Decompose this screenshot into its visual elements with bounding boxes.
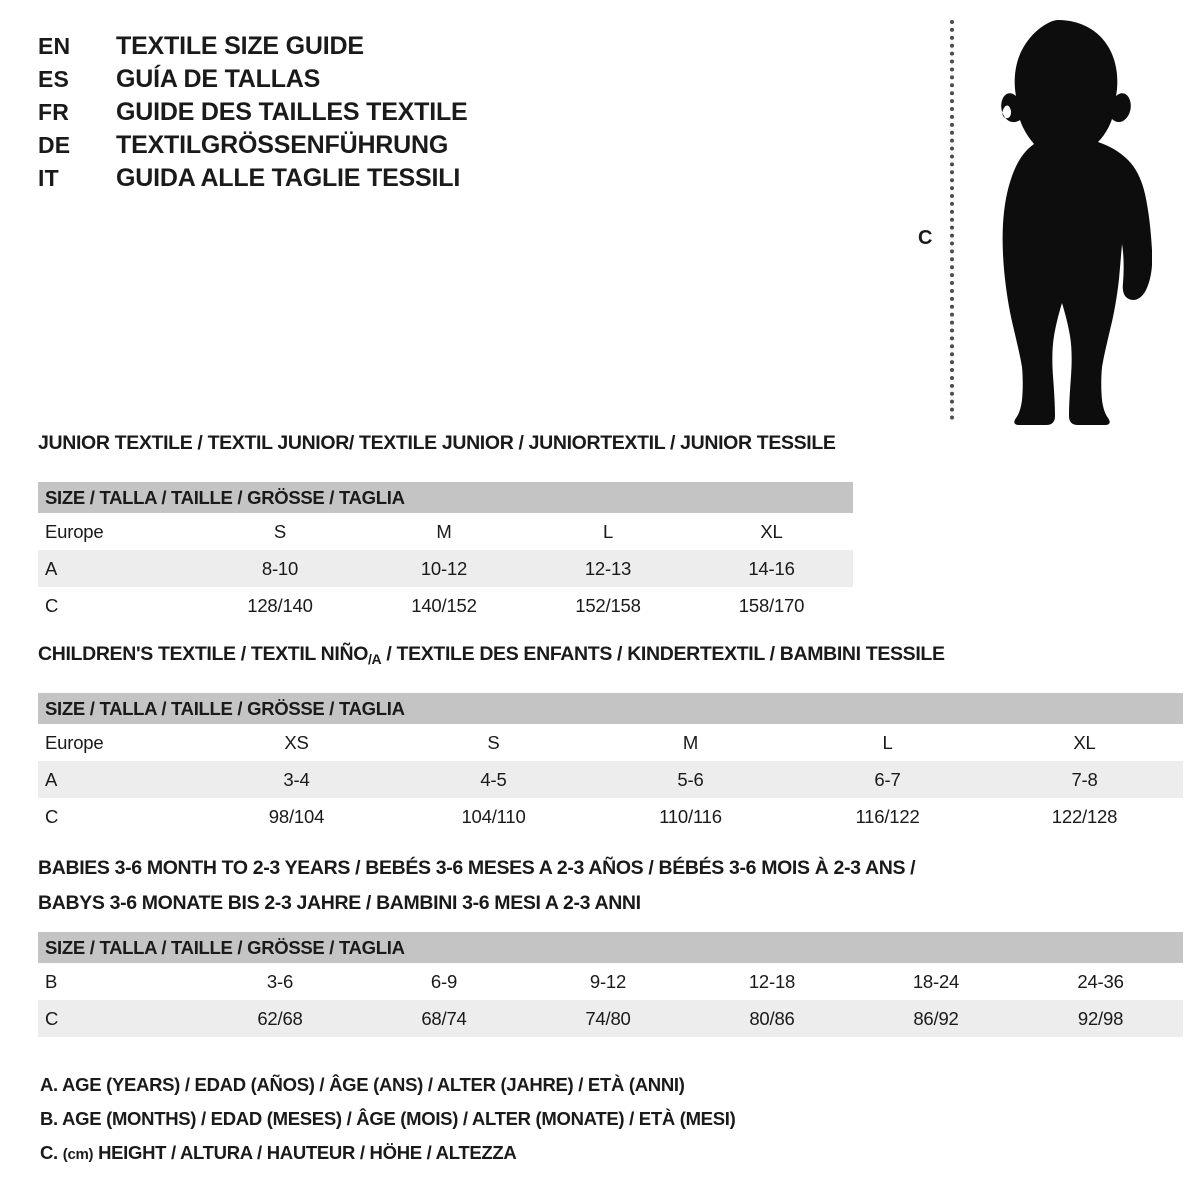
section-heading-babies-line1: BABIES 3-6 MONTH TO 2-3 YEARS / BEBÉS 3-… — [38, 857, 916, 879]
footnote-c-pre: C. — [40, 1142, 63, 1163]
language-code-en: EN — [38, 33, 71, 59]
table-row: A 8-10 10-12 12-13 14-16 — [38, 550, 854, 587]
cell-age: 8-10 — [198, 550, 362, 587]
cell-age-months: 24-36 — [1018, 963, 1184, 1000]
cell-size: L — [789, 724, 986, 761]
cell-size: L — [526, 513, 690, 550]
cell-size: M — [362, 513, 526, 550]
language-title-list: EN TEXTILE SIZE GUIDE ES GUÍA DE TALLAS … — [38, 32, 598, 197]
cell-height: 158/170 — [690, 587, 854, 624]
cell-age: 6-7 — [789, 761, 986, 798]
cell-age: 14-16 — [690, 550, 854, 587]
size-band-label-children: SIZE / TALLA / TAILLE / GRÖSSE / TAGLIA — [38, 693, 1184, 724]
table-row: B 3-6 6-9 9-12 12-18 18-24 24-36 — [38, 963, 1184, 1000]
section-heading-children-sub: /A — [368, 651, 382, 667]
cell-size: XL — [986, 724, 1184, 761]
table-row: C 62/68 68/74 74/80 80/86 86/92 92/98 — [38, 1000, 1184, 1037]
language-title-de: TEXTILGRÖSSENFÜHRUNG — [116, 131, 449, 159]
language-title-en: TEXTILE SIZE GUIDE — [116, 32, 364, 60]
size-table-children: SIZE / TALLA / TAILLE / GRÖSSE / TAGLIA … — [38, 693, 1184, 835]
cell-height: 68/74 — [362, 1000, 526, 1037]
cell-height: 80/86 — [690, 1000, 854, 1037]
language-code-es: ES — [38, 66, 70, 92]
section-heading-children: CHILDREN'S TEXTILE / TEXTIL NIÑO/A / TEX… — [38, 643, 945, 667]
table-band-row-children: SIZE / TALLA / TAILLE / GRÖSSE / TAGLIA — [38, 693, 1184, 724]
size-band-label-babies: SIZE / TALLA / TAILLE / GRÖSSE / TAGLIA — [38, 932, 1184, 963]
footnote-b: B. AGE (MONTHS) / EDAD (MESES) / ÂGE (MO… — [40, 1108, 736, 1129]
row-label-c: C — [38, 587, 198, 624]
cell-size: XL — [690, 513, 854, 550]
cell-height: 128/140 — [198, 587, 362, 624]
row-label-a: A — [38, 550, 198, 587]
size-table-babies: SIZE / TALLA / TAILLE / GRÖSSE / TAGLIA … — [38, 932, 1184, 1037]
row-label-c: C — [38, 798, 198, 835]
cell-age-months: 3-6 — [198, 963, 362, 1000]
table-row: C 128/140 140/152 152/158 158/170 — [38, 587, 854, 624]
cell-height: 74/80 — [526, 1000, 690, 1037]
section-heading-junior: JUNIOR TEXTILE / TEXTIL JUNIOR/ TEXTILE … — [38, 432, 836, 454]
footnote-c: C. (cm) HEIGHT / ALTURA / HAUTEUR / HÖHE… — [40, 1136, 860, 1170]
language-title-es: GUÍA DE TALLAS — [116, 65, 321, 93]
language-code-de: DE — [38, 132, 71, 158]
height-measure-label: C — [918, 227, 933, 249]
language-row-fr: FR GUIDE DES TAILLES TEXTILE — [38, 98, 598, 131]
language-row-de: DE TEXTILGRÖSSENFÜHRUNG — [38, 131, 598, 164]
cell-age: 5-6 — [592, 761, 789, 798]
cell-height: 98/104 — [198, 798, 395, 835]
footnote-c-unit: (cm) — [62, 1146, 94, 1163]
language-row-en: EN TEXTILE SIZE GUIDE — [38, 32, 598, 65]
table-row: A 3-4 4-5 5-6 6-7 7-8 — [38, 761, 1184, 798]
child-silhouette-icon — [1001, 20, 1152, 425]
cell-height: 110/116 — [592, 798, 789, 835]
height-dashed-line — [950, 20, 954, 420]
language-code-it: IT — [38, 165, 59, 191]
cell-height: 122/128 — [986, 798, 1184, 835]
footnote-a: A. AGE (YEARS) / EDAD (AÑOS) / ÂGE (ANS)… — [40, 1074, 685, 1095]
cell-height: 92/98 — [1018, 1000, 1184, 1037]
cell-age-months: 12-18 — [690, 963, 854, 1000]
cell-size: M — [592, 724, 789, 761]
section-heading-children-post: / TEXTILE DES ENFANTS / KINDERTEXTIL / B… — [381, 643, 945, 665]
cell-size: S — [198, 513, 362, 550]
cell-height: 140/152 — [362, 587, 526, 624]
table-row: Europe S M L XL — [38, 513, 854, 550]
section-heading-children-pre: CHILDREN'S TEXTILE / TEXTIL NIÑO — [38, 643, 369, 665]
cell-age: 10-12 — [362, 550, 526, 587]
cell-height: 86/92 — [854, 1000, 1018, 1037]
cell-age: 7-8 — [986, 761, 1184, 798]
language-code-fr: FR — [38, 99, 70, 125]
footnote-c-post: HEIGHT / ALTURA / HAUTEUR / HÖHE / ALTEZ… — [93, 1142, 517, 1163]
cell-size: S — [395, 724, 592, 761]
table-row: C 98/104 104/110 110/116 116/122 122/128 — [38, 798, 1184, 835]
cell-age-months: 18-24 — [854, 963, 1018, 1000]
cell-age: 3-4 — [198, 761, 395, 798]
height-measurement-figure: C — [900, 12, 1190, 427]
cell-height: 116/122 — [789, 798, 986, 835]
row-label-a: A — [38, 761, 198, 798]
row-label-europe: Europe — [38, 724, 198, 761]
table-band-row-junior: SIZE / TALLA / TAILLE / GRÖSSE / TAGLIA — [38, 482, 854, 513]
section-heading-babies-line2: BABYS 3-6 MONATE BIS 2-3 JAHRE / BAMBINI… — [38, 892, 641, 914]
language-title-it: GUIDA ALLE TAGLIE TESSILI — [116, 164, 461, 192]
cell-height: 152/158 — [526, 587, 690, 624]
row-label-c: C — [38, 1000, 198, 1037]
row-label-b: B — [38, 963, 198, 1000]
cell-age-months: 9-12 — [526, 963, 690, 1000]
size-band-label-junior: SIZE / TALLA / TAILLE / GRÖSSE / TAGLIA — [38, 482, 854, 513]
language-title-fr: GUIDE DES TAILLES TEXTILE — [116, 98, 468, 126]
row-label-europe: Europe — [38, 513, 198, 550]
footnote-legend: A. AGE (YEARS) / EDAD (AÑOS) / ÂGE (ANS)… — [40, 1068, 860, 1170]
language-row-es: ES GUÍA DE TALLAS — [38, 65, 598, 98]
table-row: Europe XS S M L XL — [38, 724, 1184, 761]
cell-age-months: 6-9 — [362, 963, 526, 1000]
size-table-junior: SIZE / TALLA / TAILLE / GRÖSSE / TAGLIA … — [38, 482, 854, 624]
cell-size: XS — [198, 724, 395, 761]
language-row-it: IT GUIDA ALLE TAGLIE TESSILI — [38, 164, 598, 197]
cell-age: 12-13 — [526, 550, 690, 587]
table-band-row-babies: SIZE / TALLA / TAILLE / GRÖSSE / TAGLIA — [38, 932, 1184, 963]
cell-height: 62/68 — [198, 1000, 362, 1037]
cell-height: 104/110 — [395, 798, 592, 835]
cell-age: 4-5 — [395, 761, 592, 798]
